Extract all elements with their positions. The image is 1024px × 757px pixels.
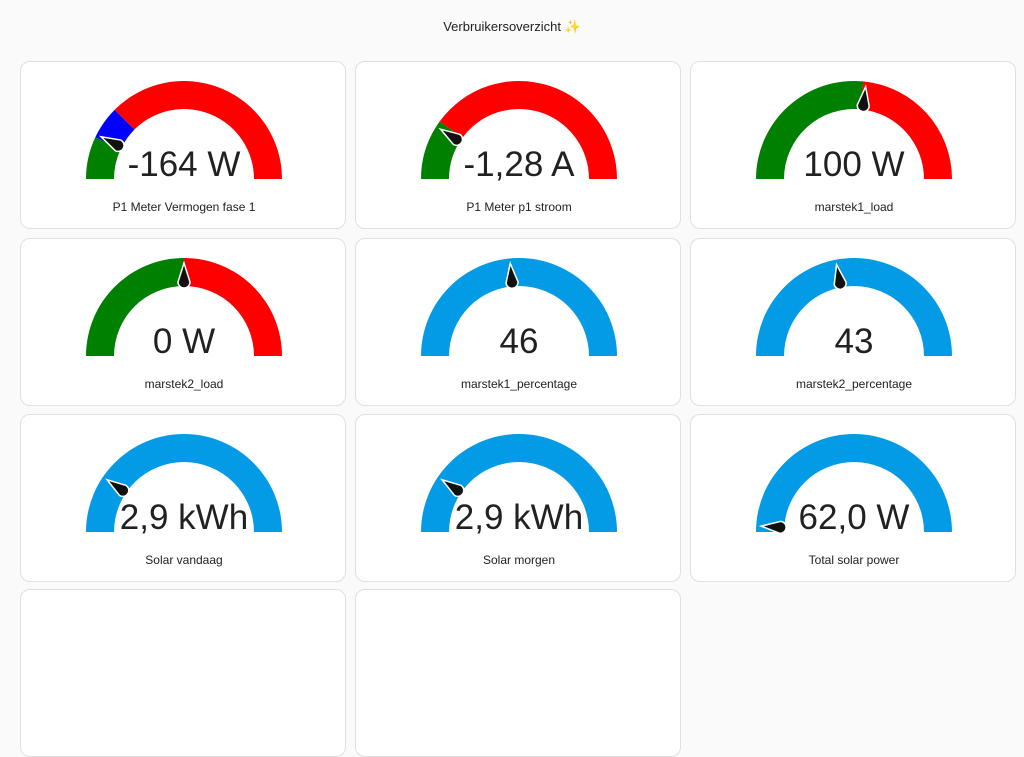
gauge: 2,9 kWh Solar morgen bbox=[421, 434, 617, 567]
gauge: 62,0 W Total solar power bbox=[756, 434, 952, 567]
gauge-name: marstek2_percentage bbox=[796, 377, 912, 391]
gauge: 43 marstek2_percentage bbox=[756, 258, 952, 391]
gauge-needle bbox=[440, 478, 465, 498]
card[interactable] bbox=[355, 589, 681, 757]
gauge-needle bbox=[98, 135, 125, 153]
gauge-segment bbox=[184, 258, 282, 356]
gauge-segment bbox=[114, 81, 282, 179]
gauge-needle bbox=[758, 520, 787, 535]
gauge: 2,9 kWh Solar vandaag bbox=[86, 434, 282, 567]
gauge-segment bbox=[421, 258, 617, 356]
gauge-card[interactable]: 46 marstek1_percentage bbox=[355, 238, 681, 406]
gauge: -1,28 A P1 Meter p1 stroom bbox=[421, 81, 617, 214]
gauge-value: -1,28 A bbox=[464, 145, 576, 184]
gauge-value: -164 W bbox=[128, 145, 241, 184]
gauge-value: 100 W bbox=[803, 145, 904, 184]
gauge: -164 W P1 Meter Vermogen fase 1 bbox=[86, 81, 282, 214]
gauge-needle bbox=[505, 260, 519, 290]
gauge-name: marstek2_load bbox=[145, 377, 224, 391]
gauge-segment bbox=[439, 81, 617, 179]
gauge-segment bbox=[860, 81, 952, 179]
gauge-card[interactable]: 62,0 W Total solar power bbox=[690, 414, 1016, 582]
gauge-segment bbox=[756, 258, 952, 356]
gauge-value: 0 W bbox=[153, 322, 215, 361]
gauge: 0 W marstek2_load bbox=[86, 258, 282, 391]
gauge-needle bbox=[438, 127, 464, 147]
gauge-needle bbox=[105, 478, 130, 498]
gauge-segment bbox=[421, 434, 617, 532]
gauge-value: 2,9 kWh bbox=[455, 498, 583, 537]
gauge-name: Total solar power bbox=[809, 553, 900, 567]
gauge-name: Solar vandaag bbox=[145, 553, 222, 567]
gauge-card[interactable]: -1,28 A P1 Meter p1 stroom bbox=[355, 61, 681, 229]
gauge-card[interactable]: -164 W P1 Meter Vermogen fase 1 bbox=[20, 61, 346, 229]
gauge-needle bbox=[177, 260, 191, 289]
gauge-card[interactable]: 43 marstek2_percentage bbox=[690, 238, 1016, 406]
gauge: 46 marstek1_percentage bbox=[421, 258, 617, 391]
gauge-needle bbox=[833, 262, 847, 291]
gauge-card[interactable]: 2,9 kWh Solar morgen bbox=[355, 414, 681, 582]
gauge-needle bbox=[856, 84, 870, 113]
gauge: 100 W marstek1_load bbox=[756, 81, 952, 214]
gauge-value: 46 bbox=[500, 322, 539, 361]
gauge-card[interactable]: 2,9 kWh Solar vandaag bbox=[20, 414, 346, 582]
gauge-card[interactable]: 100 W marstek1_load bbox=[690, 61, 1016, 229]
gauge-name: marstek1_percentage bbox=[461, 377, 577, 391]
card[interactable] bbox=[20, 589, 346, 757]
dashboard-title: Verbruikersoverzicht ✨ bbox=[443, 19, 581, 34]
gauge-value: 62,0 W bbox=[799, 498, 910, 537]
gauge-name: Solar morgen bbox=[483, 553, 555, 567]
gauge-segment bbox=[86, 258, 184, 356]
dashboard: {"header": {"title": "Verbruikersoverzic… bbox=[20, 19, 1016, 757]
gauge-segment bbox=[86, 434, 282, 532]
gauge-card[interactable]: 0 W marstek2_load bbox=[20, 238, 346, 406]
gauge-name: marstek1_load bbox=[815, 200, 894, 214]
gauge-name: P1 Meter p1 stroom bbox=[466, 200, 571, 214]
gauge-segment bbox=[756, 434, 952, 532]
gauge-value: 2,9 kWh bbox=[120, 498, 248, 537]
gauge-name: P1 Meter Vermogen fase 1 bbox=[113, 200, 256, 214]
gauge-segment bbox=[756, 81, 864, 179]
gauge-value: 43 bbox=[835, 322, 874, 361]
